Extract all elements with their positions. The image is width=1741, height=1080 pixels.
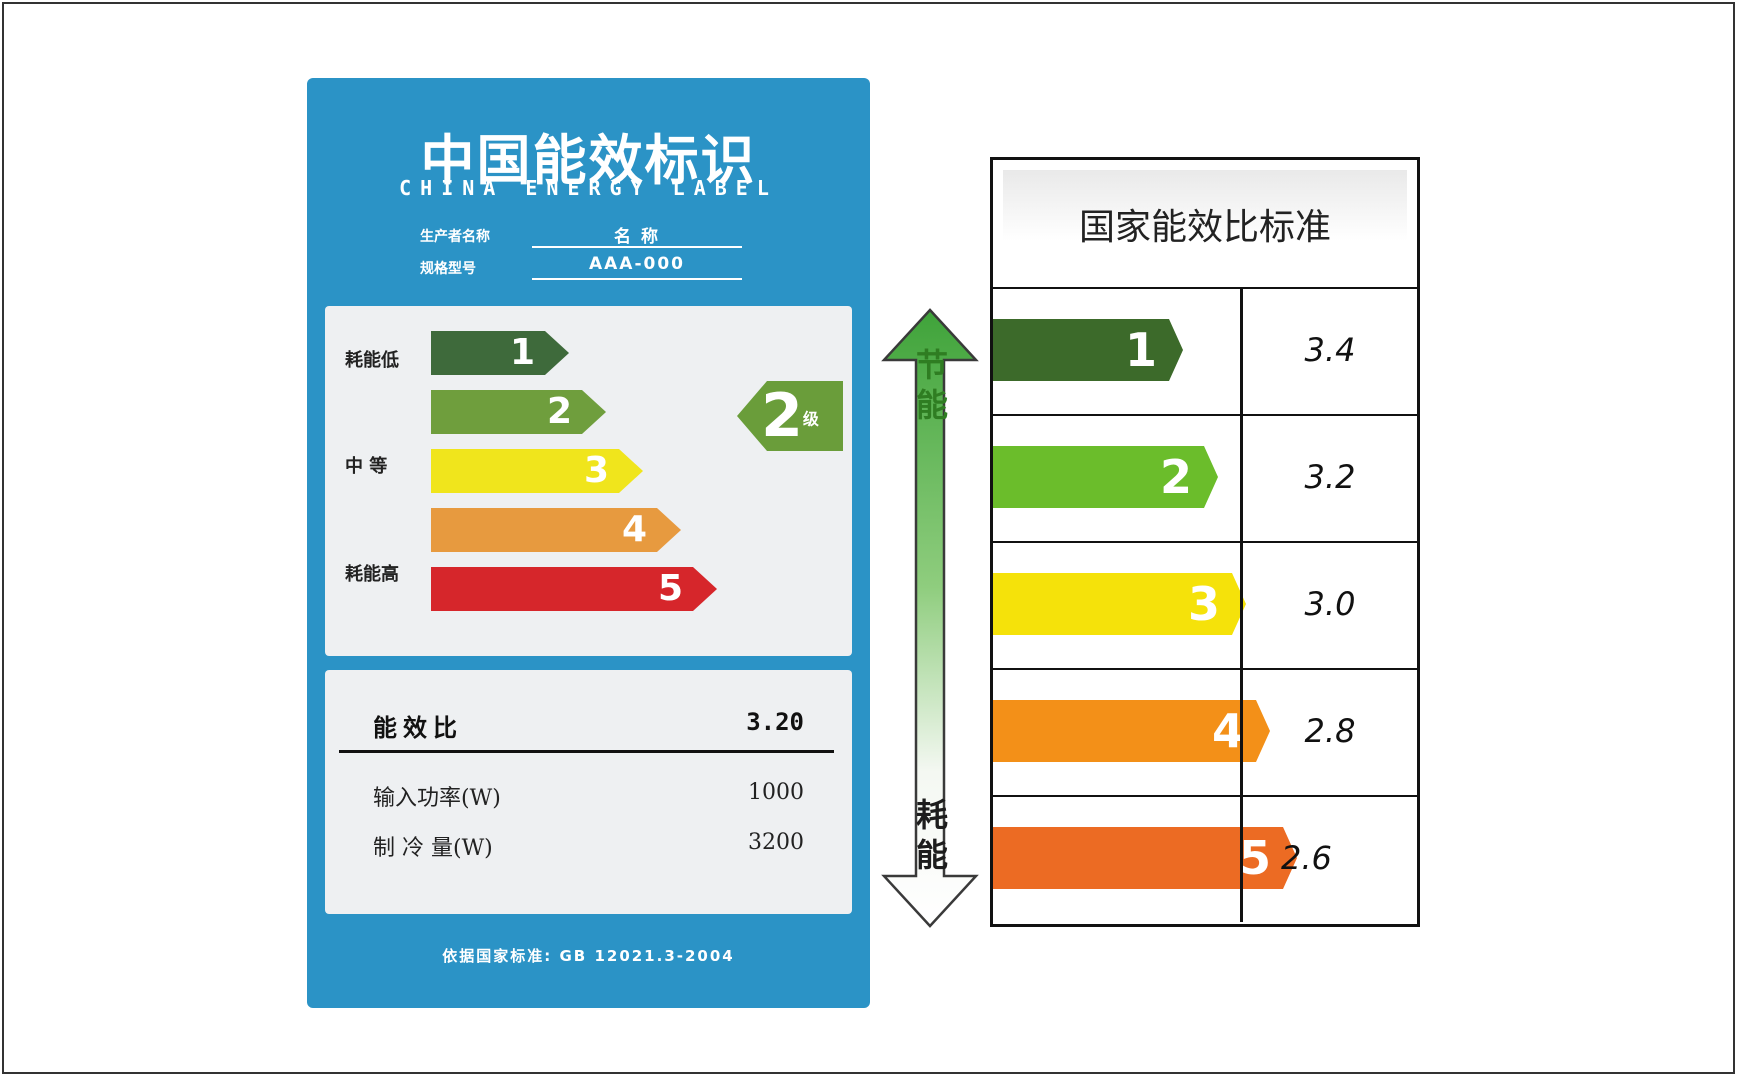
grade-bar-2: 2 (431, 390, 606, 434)
cooling-capacity-label: 制 冷 量(W) (373, 836, 493, 861)
spec-divider (339, 750, 834, 753)
label-subtitle: CHINA ENERGY LABEL (399, 176, 778, 200)
cooling-capacity-value: 3200 (748, 830, 804, 855)
standard-table-title: 国家能效比标准 (1078, 207, 1331, 248)
standard-grade-bar-3: 3 (993, 573, 1246, 635)
input-power-label: 输入功率(W) (373, 786, 501, 811)
efficiency-ratio-label: 能效比 (373, 714, 463, 742)
grade-bar-5: 5 (431, 567, 717, 611)
table-row: 1 3.4 (993, 287, 1417, 414)
side-label-low: 耗能低 (345, 350, 399, 371)
current-grade-value: 2 (761, 381, 803, 451)
standard-value-4: 2.8 (1304, 712, 1356, 750)
standard-value-5: 2.6 (1281, 839, 1332, 877)
current-grade-suffix: 级 (802, 409, 819, 429)
grade-bar-4: 4 (431, 508, 681, 552)
label-title: 中国能效标识 (420, 129, 757, 192)
manufacturer-label: 生产者名称 (420, 229, 490, 245)
standard-table-header: 国家能效比标准 (1003, 170, 1407, 288)
grade-bar-3: 3 (431, 449, 643, 493)
table-row: 5 2.6 (993, 795, 1417, 922)
label-footer: 依据国家标准: GB 12021.3-2004 (442, 947, 735, 965)
table-row: 3 3.0 (993, 541, 1417, 668)
input-power-value: 1000 (748, 780, 804, 805)
standard-value-3: 3.0 (1304, 585, 1356, 623)
standard-grade-bar-4: 4 (993, 700, 1270, 762)
spec-panel: 能效比 3.20 输入功率(W) 1000 制 冷 量(W) 3200 (325, 670, 852, 914)
column-divider (1240, 543, 1243, 668)
column-divider (1240, 670, 1243, 795)
table-row: 2 3.2 (993, 414, 1417, 541)
efficiency-standard-table: 国家能效比标准 1 3.4 2 3.2 3 3.0 4 2.8 5 2.6 (990, 157, 1420, 927)
manufacturer-value: 名 称 (532, 222, 742, 248)
standard-value-2: 3.2 (1304, 458, 1356, 496)
side-label-high: 耗能高 (345, 564, 399, 585)
model-label: 规格型号 (420, 261, 476, 277)
model-value: AAA-000 (532, 254, 742, 280)
standard-grade-bar-5: 5 (993, 827, 1297, 889)
side-label-middle: 中 等 (345, 456, 388, 477)
grade-bar-1: 1 (431, 331, 569, 375)
column-divider (1240, 797, 1243, 922)
standard-value-1: 3.4 (1304, 331, 1356, 369)
energy-label-card: 中国能效标识 CHINA ENERGY LABEL 生产者名称 名 称 规格型号… (307, 78, 870, 1008)
energy-consuming-text: 耗能 (915, 796, 948, 874)
current-grade-indicator: 2级 (737, 381, 843, 451)
column-divider (1240, 416, 1243, 541)
energy-direction-arrow (881, 308, 979, 928)
grade-panel: 耗能低 中 等 耗能高 1 2 3 4 5 2级 (325, 306, 852, 656)
column-divider (1240, 289, 1243, 414)
energy-saving-text: 节能 (915, 346, 948, 424)
standard-grade-bar-2: 2 (993, 446, 1218, 508)
standard-grade-bar-1: 1 (993, 319, 1183, 381)
table-row: 4 2.8 (993, 668, 1417, 795)
efficiency-ratio-value: 3.20 (746, 708, 804, 736)
